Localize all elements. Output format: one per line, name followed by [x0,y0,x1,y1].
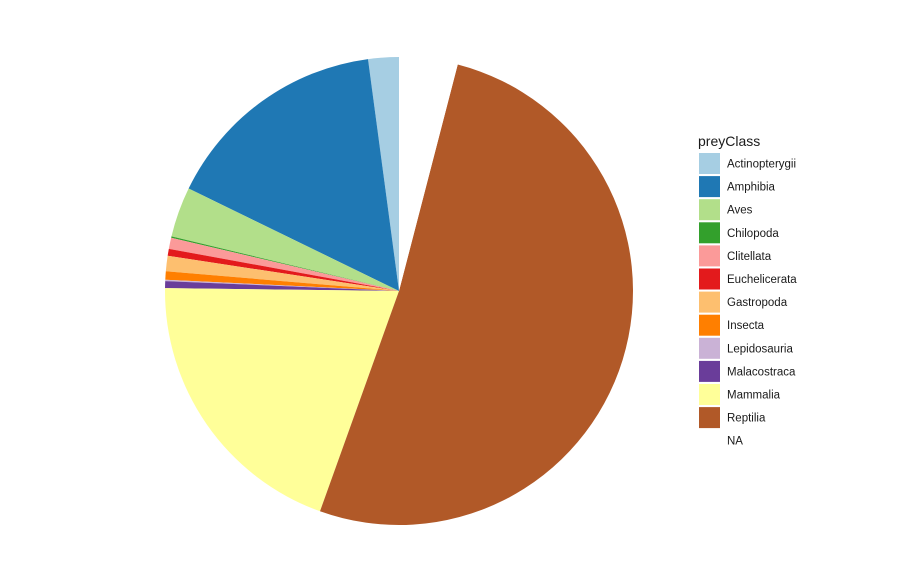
legend-item-insecta: Insecta [699,314,765,336]
legend-title: preyClass [698,133,760,149]
legend-label-amphibia: Amphibia [727,182,776,194]
legend-item-clitellata: Clitellata [699,245,772,267]
legend-label-euchelicerata: Euchelicerata [727,274,797,286]
pie-slice-clitellata [168,237,399,291]
pie-slice-chilopoda [171,236,399,291]
pie-slice-na [399,57,458,291]
legend-label-malacostraca: Malacostraca [727,366,796,378]
pie-slice-lepidosauria [165,279,399,291]
legend: preyClass Actinopterygii Amphibia Aves Chil… [698,133,797,452]
pie-slice-euchelicerata [167,248,399,291]
legend-key-actinopterygii [699,153,720,174]
legend-item-malacostraca: Malacostraca [699,360,796,382]
pie-slice-amphibia [188,59,399,292]
legend-item-amphibia: Amphibia [699,176,776,198]
legend-label-na: NA [727,436,743,448]
pie-slice-actinopterygii [367,57,399,291]
legend-label-lepidosauria: Lepidosauria [727,343,793,355]
legend-item-na: NA [699,430,743,452]
legend-label-mammalia: Mammalia [727,390,781,402]
legend-key-aves [699,199,720,221]
legend-key-amphibia [699,176,720,198]
legend-label-aves: Aves [727,205,753,217]
legend-item-mammalia: Mammalia [699,384,781,405]
legend-item-gastropoda: Gastropoda [699,291,788,313]
legend-label-chilopoda: Chilopoda [727,228,779,240]
pie-slice-gastropoda [165,255,399,291]
legend-key-na [699,430,720,452]
legend-items: Actinopterygii Amphibia Aves Chilopoda Clite… [699,153,797,452]
pie-slice-aves [171,188,399,291]
legend-key-clitellata [699,245,720,267]
pie-slice-mammalia [165,288,399,512]
pie-slice-malacostraca [165,281,399,291]
legend-item-reptilia: Reptilia [699,407,766,429]
legend-item-euchelicerata: Euchelicerata [699,268,797,290]
legend-label-reptilia: Reptilia [727,413,766,425]
legend-key-insecta [699,314,720,336]
legend-label-actinopterygii: Actinopterygii [727,159,796,171]
legend-item-actinopterygii: Actinopterygii [699,153,796,174]
legend-key-gastropoda [699,291,720,313]
legend-key-malacostraca [699,360,720,382]
legend-item-chilopoda: Chilopoda [699,222,779,244]
legend-label-gastropoda: Gastropoda [727,297,788,309]
pie-slice-insecta [165,271,399,291]
legend-label-clitellata: Clitellata [727,251,772,263]
pie-slices [165,57,633,525]
pie-slice-reptilia [320,64,633,525]
legend-item-lepidosauria: Lepidosauria [699,337,793,359]
legend-key-euchelicerata [699,268,720,290]
legend-item-aves: Aves [699,199,753,221]
legend-key-lepidosauria [699,337,720,359]
legend-key-mammalia [699,384,720,405]
legend-key-chilopoda [699,222,720,244]
legend-key-reptilia [699,407,720,429]
legend-label-insecta: Insecta [727,320,765,332]
